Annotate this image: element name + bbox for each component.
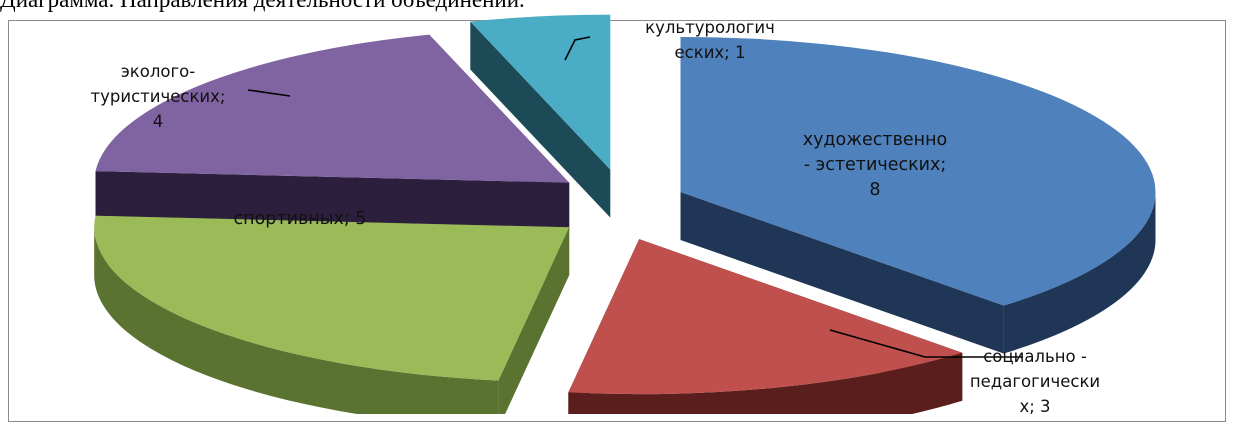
chart-caption: Диаграмма. Направления деятельности объе… bbox=[0, 0, 525, 14]
slice-label-eco: эколого-туристических; 4 bbox=[91, 62, 226, 131]
pie-slice-eco bbox=[95, 34, 570, 231]
leader-line-eco bbox=[247, 89, 291, 97]
slice-label-social: социально -педагогически х; 3 bbox=[970, 347, 1100, 414]
pie-slice-culture bbox=[470, 14, 611, 218]
pie-slice-social bbox=[568, 239, 963, 414]
pie-slice-artistic bbox=[680, 36, 1156, 354]
pie-slice-sport bbox=[94, 215, 570, 414]
slice-label-artistic: художественно - эстетических; 8 bbox=[803, 130, 948, 200]
leader-line-social bbox=[829, 329, 1023, 358]
leader-line-culture bbox=[564, 36, 591, 61]
slice-label-sport: спортивных; 5 bbox=[234, 209, 367, 229]
slice-label-culture: культурологич еских; 1 bbox=[645, 18, 775, 62]
